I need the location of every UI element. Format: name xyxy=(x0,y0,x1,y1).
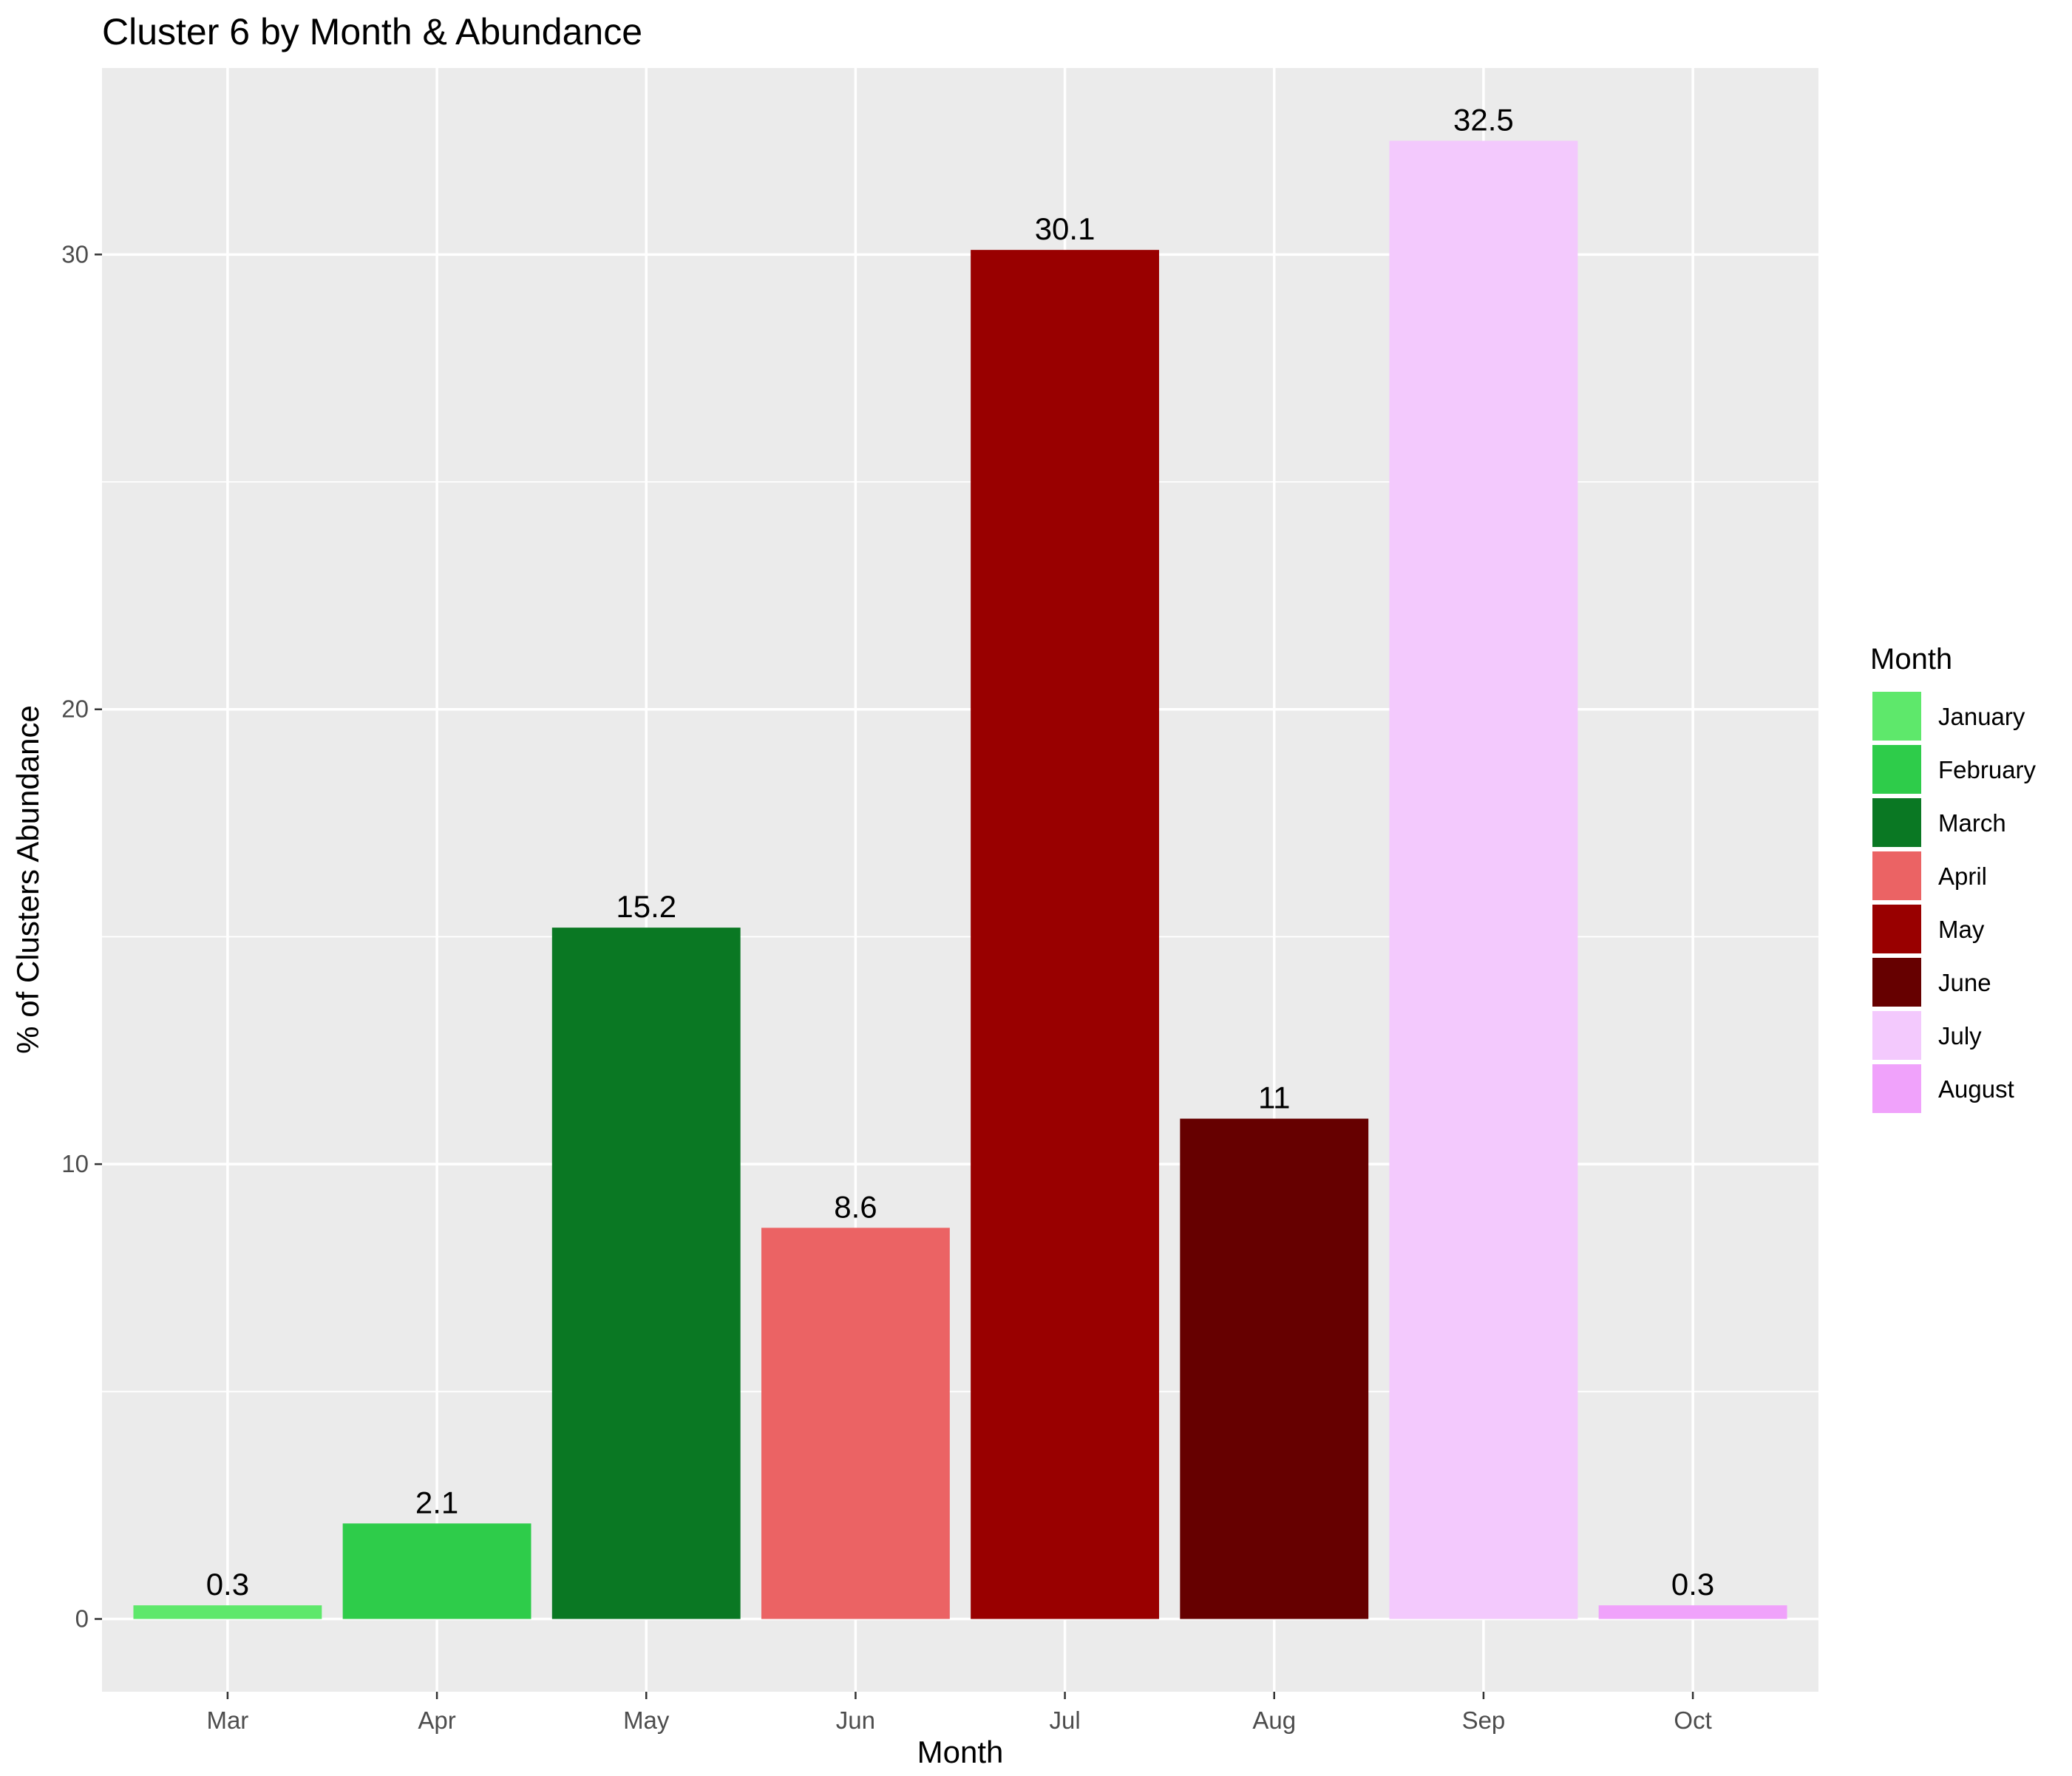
data-labels: 0.3 2.1 15.2 8.6 30.1 11 32.5 0.3 xyxy=(206,102,1715,1602)
legend-label-may: May xyxy=(1938,916,1985,943)
data-label-sep: 32.5 xyxy=(1453,102,1514,137)
legend-label-january: January xyxy=(1938,703,2025,730)
legend-label-april: April xyxy=(1938,863,1987,890)
bar-jun xyxy=(761,1228,950,1619)
bar-apr xyxy=(342,1523,531,1619)
bar-may xyxy=(551,928,741,1619)
x-tick-label-mar: Mar xyxy=(206,1707,248,1734)
data-label-aug: 11 xyxy=(1258,1081,1291,1115)
legend-label-august: August xyxy=(1938,1075,2014,1103)
y-axis: 0 10 20 30 xyxy=(61,240,102,1633)
data-label-oct: 0.3 xyxy=(1671,1567,1714,1602)
x-axis-title: Month xyxy=(917,1735,1004,1769)
data-label-jun: 8.6 xyxy=(834,1189,877,1224)
legend-items: January February March April May June July Augu… xyxy=(1871,690,2037,1115)
x-axis: Mar Apr May Jun Jul Aug Sep Oct xyxy=(206,1692,1712,1734)
legend-key-april xyxy=(1871,850,1923,902)
data-label-apr: 2.1 xyxy=(415,1485,458,1520)
legend-key-january xyxy=(1871,690,1923,742)
bar-oct xyxy=(1598,1605,1787,1619)
chart-title: Cluster 6 by Month & Abundance xyxy=(102,11,642,52)
legend-label-june: June xyxy=(1938,969,1991,996)
y-tick-label: 10 xyxy=(61,1150,89,1177)
legend-label-march: March xyxy=(1938,809,2006,837)
legend-label-february: February xyxy=(1938,756,2037,783)
x-tick-label-oct: Oct xyxy=(1674,1707,1711,1734)
x-tick-label-apr: Apr xyxy=(418,1707,455,1734)
data-label-mar: 0.3 xyxy=(206,1567,249,1602)
bar-mar xyxy=(133,1605,322,1619)
bars xyxy=(133,140,1787,1619)
legend-key-july xyxy=(1871,1010,1923,1061)
legend-key-august xyxy=(1871,1063,1923,1115)
bar-jul xyxy=(971,250,1160,1619)
bar-aug xyxy=(1180,1118,1369,1619)
x-tick-label-sep: Sep xyxy=(1462,1707,1506,1734)
legend: Month January February March April May June Ju… xyxy=(1870,643,2037,1115)
bar-sep xyxy=(1389,140,1578,1619)
data-label-may: 15.2 xyxy=(616,889,676,924)
x-tick-label-jun: Jun xyxy=(836,1707,875,1734)
y-tick-label: 20 xyxy=(61,695,89,723)
x-tick-label-jul: Jul xyxy=(1049,1707,1080,1734)
legend-label-july: July xyxy=(1938,1022,1982,1049)
legend-key-february xyxy=(1871,744,1923,795)
legend-key-june xyxy=(1871,956,1923,1008)
legend-key-march xyxy=(1871,797,1923,848)
legend-key-may xyxy=(1871,903,1923,955)
data-label-jul: 30.1 xyxy=(1035,211,1096,246)
x-tick-label-may: May xyxy=(623,1707,670,1734)
x-tick-label-aug: Aug xyxy=(1252,1707,1296,1734)
y-tick-label: 0 xyxy=(75,1605,89,1633)
y-axis-title: % of Clusters Abundance xyxy=(10,705,45,1054)
y-tick-label: 30 xyxy=(61,240,89,268)
legend-title: Month xyxy=(1870,643,1952,676)
